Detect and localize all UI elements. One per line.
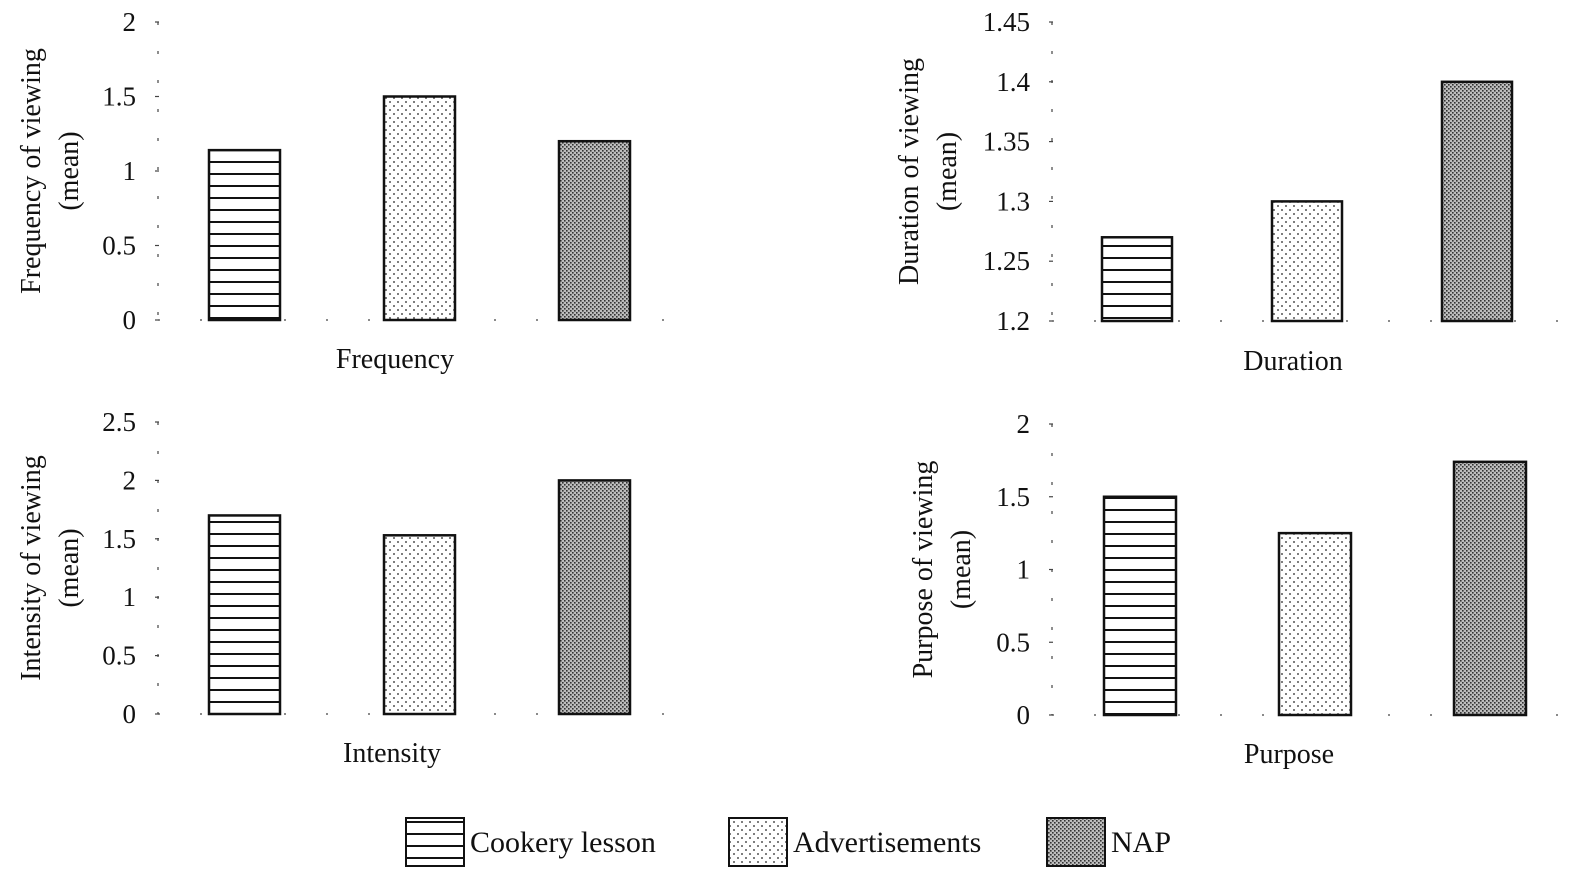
bar-cookery-lesson [1100,236,1174,323]
bar-nap [1452,460,1528,717]
y-axis-label-unit: (mean) [54,528,85,607]
y-tick-label: 1.3 [996,186,1030,216]
y-tick-label: 1.5 [102,524,136,554]
legend-label: NAP [1111,826,1171,859]
bar-advertisements [1270,200,1344,323]
y-tick-label: 0 [1017,700,1031,730]
chart-panel-frequency: 0 0.5 1 1.5 2 Frequency Frequency of viewing (m… [16,7,685,375]
legend-item-nap: NAP [1046,817,1171,867]
y-tick-label: 2.5 [102,407,136,437]
chart-panel-purpose: 0 0.5 1 1.5 2 Purpose Purpose of viewing (mean) [908,409,1570,770]
bar-advertisements [382,95,457,322]
y-axis-label-unit: (mean) [54,131,85,210]
y-axis-label-unit: (mean) [946,530,977,609]
y-tick-label: 1.4 [996,67,1030,97]
bar-advertisements [1277,531,1353,717]
y-tick-label: 0 [123,699,137,729]
legend-item-advertisements: Advertisements [728,817,981,867]
y-axis-label: Duration of viewing [894,58,925,285]
y-axis-label: Frequency of viewing [16,48,47,294]
y-tick-label: 0.5 [996,627,1030,657]
bar-nap [1440,80,1514,323]
y-tick-label: 0.5 [102,641,136,671]
y-tick-label: 1.5 [102,82,136,112]
y-tick-label: 1.35 [983,127,1030,157]
chart-panel-duration: 1.2 1.25 1.3 1.35 1.4 1.45 Duration Duration of… [894,7,1562,377]
y-tick-label: 1 [123,156,137,186]
x-axis-label: Purpose [1244,739,1334,770]
y-tick-label: 2 [123,7,137,37]
y-tick-label: 2 [123,465,137,495]
y-tick-label: 0 [123,305,137,335]
bar-advertisements [382,534,457,716]
y-tick-label: 1 [1017,555,1031,585]
legend-swatch-nap [1046,817,1106,867]
y-axis-label: Purpose of viewing [908,461,939,679]
y-tick-label: 2 [1017,409,1031,439]
y-tick-label: 1.25 [983,246,1030,276]
bar-nap [557,139,632,322]
y-tick-label: 1.5 [996,482,1030,512]
bar-cookery-lesson [1102,495,1178,717]
x-axis-label: Intensity [343,738,441,769]
y-axis-label: Intensity of viewing [16,455,47,681]
y-tick-label: 1.2 [996,306,1030,336]
y-tick-label: 1.45 [983,7,1030,37]
legend: Cookery lesson Advertisements NAP [405,817,1171,867]
legend-swatch-cookery-lesson [405,817,465,867]
y-tick-label: 1 [123,582,137,612]
legend-swatch-advertisements [728,817,788,867]
y-tick-label: 0.5 [102,231,136,261]
chart-panel-intensity: 0 0.5 1 1.5 2 2.5 Intensity Intensity of viewin… [16,407,685,769]
legend-item-cookery-lesson: Cookery lesson [405,817,656,867]
legend-label: Cookery lesson [470,826,656,859]
legend-label: Advertisements [793,826,981,859]
bar-nap [557,479,632,716]
bar-cookery-lesson [207,514,282,716]
x-axis-label: Frequency [336,344,454,375]
y-axis-label-unit: (mean) [932,132,963,211]
x-axis-label: Duration [1243,346,1343,377]
bar-cookery-lesson [207,148,282,322]
